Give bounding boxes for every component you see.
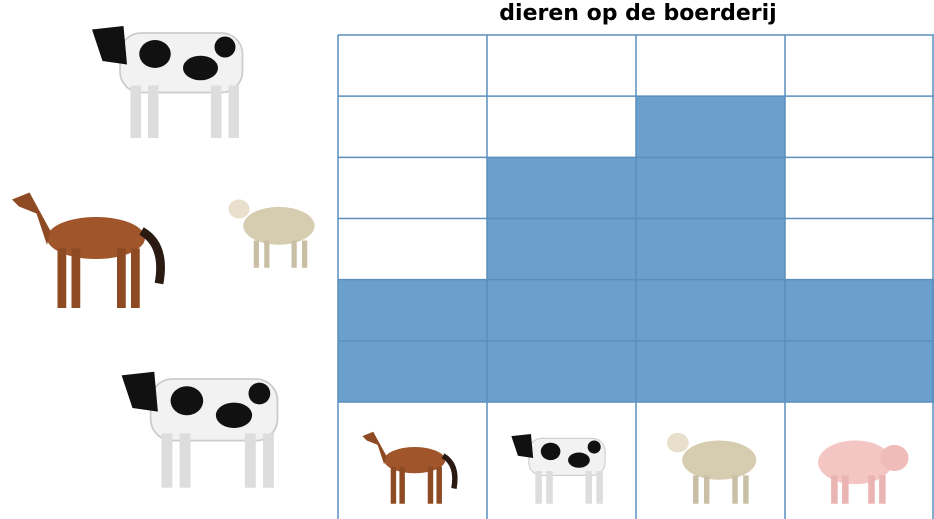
animal-icon [511,434,605,504]
bar [636,96,785,402]
animal-icon [667,433,756,504]
chart: dieren op de boerderij [0,0,934,519]
animal-icon [818,441,908,504]
chart-title: dieren op de boerderij [499,1,776,26]
animal-icon [362,432,455,504]
illustration [12,26,315,488]
